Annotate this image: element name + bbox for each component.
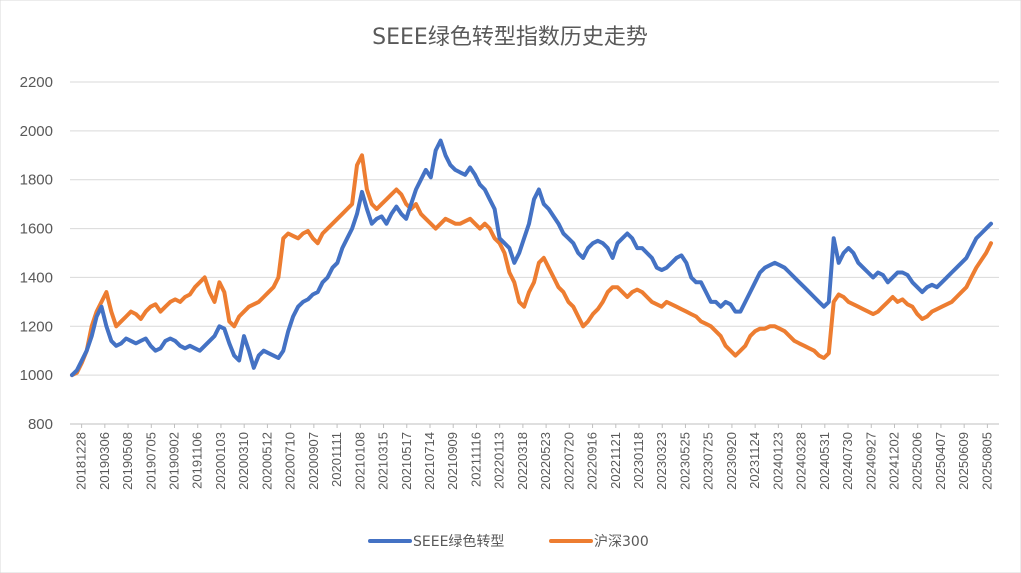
x-tick-label: 20210714 [422, 432, 437, 490]
y-tick-label: 1000 [20, 367, 53, 384]
y-tick-label: 2200 [20, 74, 53, 91]
x-tick-label: 20220916 [585, 432, 600, 490]
x-axis-ticks: 20181228 20190306 20190508 20190705 20190902… [74, 424, 994, 490]
x-tick-label: 20200512 [259, 432, 274, 490]
series-line-seee [70, 138, 993, 378]
x-tick-label: 20200103 [213, 432, 228, 490]
y-tick-label: 1600 [20, 221, 53, 238]
x-tick-label: 20201111 [329, 432, 344, 487]
y-tick-label: 1800 [20, 172, 53, 189]
x-tick-label: 20240531 [817, 432, 832, 490]
x-tick-label: 20200907 [306, 432, 321, 490]
x-tick-label: 20230118 [631, 432, 646, 489]
x-tick-label: 20230725 [701, 432, 716, 490]
x-tick-label: 20240927 [863, 432, 878, 490]
x-tick-label: 20241202 [886, 432, 901, 490]
x-tick-label: 20210108 [352, 432, 367, 490]
x-tick-label: 20230525 [677, 432, 692, 490]
x-tick-label: 20190705 [143, 432, 158, 490]
x-tick-label: 20221121 [608, 432, 623, 489]
x-tick-label: 20210909 [445, 432, 460, 490]
series-lines [70, 138, 993, 378]
chart-title: SEEE绿色转型指数历史走势 [372, 25, 648, 50]
x-tick-label: 20210315 [376, 432, 391, 490]
x-tick-label: 20200710 [283, 432, 298, 490]
x-tick-label: 20250805 [979, 432, 994, 490]
series-line-hs300 [70, 153, 993, 378]
y-axis-ticks: 800 1000 1200 1400 1600 1800 2000 2200 [20, 74, 53, 433]
y-tick-label: 1200 [20, 318, 53, 335]
x-tick-label: 20220523 [538, 432, 553, 490]
x-tick-label: 20200310 [236, 432, 251, 490]
x-tick-label: 20230920 [724, 432, 739, 490]
x-tick-label: 20230323 [654, 432, 669, 490]
grid-lines [70, 81, 999, 425]
legend: SEEE绿色转型 沪深300 [368, 533, 649, 550]
x-tick-label: 20250609 [956, 432, 971, 490]
y-tick-label: 1400 [20, 269, 53, 286]
x-tick-label: 20250407 [933, 432, 948, 490]
x-tick-label: 20190508 [120, 432, 135, 490]
x-tick-label: 20190306 [97, 432, 112, 490]
x-tick-label: 20220318 [515, 432, 530, 490]
x-tick-label: 20220720 [561, 432, 576, 490]
legend-label: 沪深300 [594, 534, 649, 550]
x-tick-label: 20190902 [167, 432, 182, 490]
x-tick-label: 20240328 [794, 432, 809, 490]
legend-label: SEEE绿色转型 [413, 533, 504, 550]
x-tick-label: 20211116 [468, 432, 483, 487]
x-tick-label: 20220113 [492, 432, 507, 489]
x-tick-label: 20240730 [840, 432, 855, 490]
x-tick-label: 20240123 [770, 432, 785, 490]
y-tick-label: 800 [28, 416, 53, 433]
y-tick-label: 2000 [20, 123, 53, 140]
x-tick-label: 20231124 [747, 432, 762, 489]
x-tick-label: 20210517 [399, 432, 414, 490]
x-tick-label: 20181228 [74, 432, 89, 490]
x-tick-label: 20250206 [910, 432, 925, 490]
x-tick-label: 20191106 [190, 432, 205, 489]
